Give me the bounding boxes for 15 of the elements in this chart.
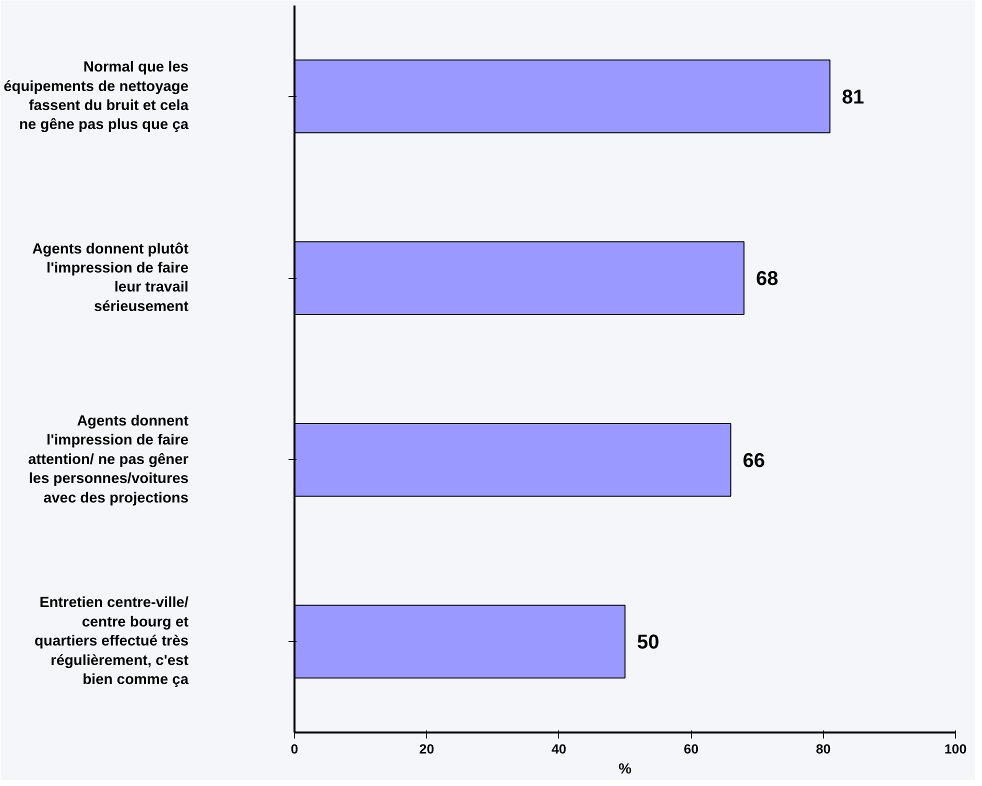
data-label: 68: [756, 268, 778, 290]
y-tick-label: Entretien centre-ville/ centre bourg et quartiers effectué très régulièrement, c'est bien comme ça: [34, 595, 190, 688]
data-label: 50: [637, 632, 660, 654]
x-tick-label: 40: [551, 742, 566, 756]
x-tick-label: 0: [290, 742, 298, 756]
y-tick-label: Normal que les équipements de nettoyage fassent du bruit et cela ne gêne pas plus que ça: [4, 60, 190, 134]
x-axis-title: %: [618, 762, 632, 778]
x-tick-label: 60: [684, 742, 699, 756]
y-tick-label: Agents donnent plutôt l'impression de faire leur travail sérieusement: [32, 241, 189, 315]
y-tick-label: Agents donnent l'impression de faire attention/ ne pas gêner les personnes/voitures avec des projections: [28, 413, 189, 506]
data-label: 66: [742, 450, 766, 472]
data-label: 81: [842, 86, 864, 108]
x-tick-label: 100: [944, 742, 967, 756]
x-tick-label: 80: [816, 742, 831, 756]
x-tick-label: 20: [419, 742, 434, 756]
